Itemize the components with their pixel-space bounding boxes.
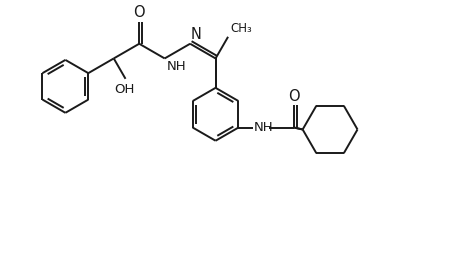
Text: O: O <box>134 5 145 20</box>
Text: N: N <box>191 27 202 42</box>
Text: CH₃: CH₃ <box>230 22 252 35</box>
Text: NH: NH <box>167 61 186 73</box>
Text: NH: NH <box>254 121 274 134</box>
Text: O: O <box>288 89 300 104</box>
Text: OH: OH <box>114 83 135 96</box>
